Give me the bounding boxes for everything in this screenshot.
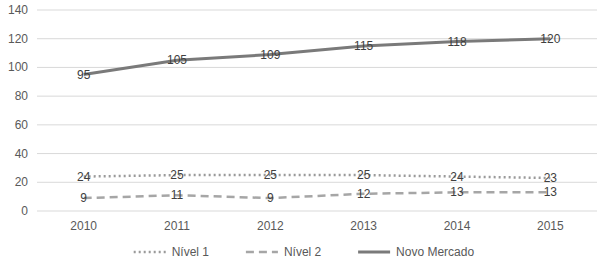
data-label: 13 (450, 185, 464, 199)
legend-swatch (246, 251, 278, 254)
grid-line (37, 211, 597, 212)
data-label: 115 (354, 39, 373, 53)
y-tick-label: 20 (15, 175, 29, 189)
legend-label: Nível 1 (172, 245, 210, 259)
y-tick-label: 80 (15, 89, 29, 103)
data-label: 120 (540, 32, 560, 46)
data-label: 23 (544, 171, 558, 185)
plot-area (84, 39, 551, 198)
grid (37, 10, 597, 211)
y-tick-label: 100 (8, 60, 28, 74)
y-tick-label: 0 (21, 204, 28, 218)
x-tick-label: 2010 (70, 219, 97, 233)
data-label: 11 (171, 188, 184, 202)
grid-line (37, 182, 597, 183)
grid-line (37, 153, 597, 154)
grid-line (37, 10, 597, 11)
data-label: 25 (357, 168, 371, 182)
chart-container: 0 20 40 60 80 100 120 140 2010 2011 2012 2013 2014 20… (0, 0, 609, 270)
grid-line (37, 124, 597, 125)
data-label: 25 (264, 168, 278, 182)
series-line (84, 39, 551, 75)
x-tick-label: 2013 (350, 219, 377, 233)
y-tick-label: 140 (8, 3, 28, 17)
legend-swatch (134, 251, 166, 254)
y-tick-label: 40 (15, 147, 29, 161)
chart: 0 20 40 60 80 100 120 140 2010 2011 2012 2013 2014 20… (0, 0, 609, 270)
legend-label: Nível 2 (284, 245, 322, 259)
data-label: 12 (357, 187, 371, 201)
x-tick-label: 2015 (537, 219, 564, 233)
x-tick-label: 2012 (257, 219, 284, 233)
data-label: 24 (450, 170, 464, 184)
data-label: 13 (544, 185, 558, 199)
grid-line (37, 96, 597, 97)
y-tick-label: 60 (15, 118, 29, 132)
legend-label: Novo Mercado (396, 245, 474, 259)
data-label: 95 (77, 68, 91, 82)
data-label: 9 (80, 191, 87, 205)
x-tick-label: 2014 (444, 219, 471, 233)
y-tick-label: 120 (8, 32, 28, 46)
data-label: 24 (77, 170, 91, 184)
series-line (84, 192, 551, 198)
data-label: 109 (260, 48, 280, 62)
x-tick-label: 2011 (164, 219, 190, 233)
data-label: 118 (447, 35, 466, 49)
data-label: 25 (170, 168, 184, 182)
legend: Nível 1 Nível 2 Novo Mercado (134, 245, 475, 259)
legend-swatch (358, 251, 390, 254)
data-label: 9 (267, 191, 274, 205)
series-line (84, 175, 551, 178)
data-label: 105 (167, 53, 187, 67)
